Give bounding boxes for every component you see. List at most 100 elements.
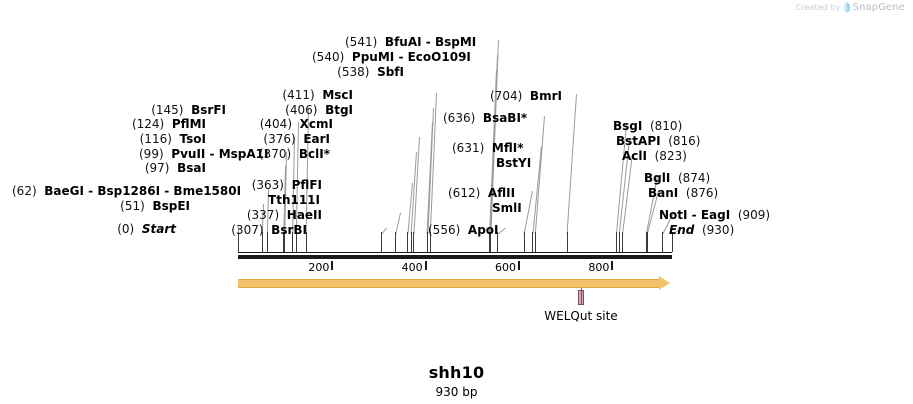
restriction-site-label[interactable]: (124) PflMI: [0, 118, 206, 130]
enzyme-name[interactable]: EagI: [700, 208, 731, 222]
restriction-site-label[interactable]: (404) XcmI: [0, 118, 333, 130]
enzyme-name[interactable]: BfuAI: [384, 35, 422, 49]
restriction-site-label[interactable]: (363) PflFI Tth111I: [0, 179, 322, 206]
restriction-site-tick[interactable]: [662, 232, 663, 252]
restriction-site-label[interactable]: (51) BspEI: [0, 200, 190, 212]
restriction-site-label[interactable]: (145) BsrFI: [0, 104, 226, 116]
restriction-site-tick[interactable]: [296, 232, 297, 252]
restriction-site-tick[interactable]: [283, 232, 284, 252]
restriction-site-tick[interactable]: [532, 232, 533, 252]
restriction-site-tick[interactable]: [616, 232, 617, 252]
restriction-site-tick[interactable]: [646, 232, 647, 252]
enzyme-name[interactable]: TsoI: [179, 132, 206, 146]
enzyme-name[interactable]: BsrBI: [271, 223, 307, 237]
enzyme-name[interactable]: AclI: [622, 149, 647, 163]
restriction-site-label[interactable]: BsgI (810): [613, 120, 682, 132]
restriction-site-label[interactable]: (612) AflII SmlI: [448, 187, 522, 214]
restriction-site-label[interactable]: (411) MscI: [0, 89, 353, 101]
restriction-site-tick[interactable]: [238, 232, 239, 252]
enzyme-name[interactable]: ApoI: [467, 223, 499, 237]
restriction-site-label[interactable]: (0) Start: [0, 223, 176, 235]
enzyme-name[interactable]: MscI: [322, 88, 353, 102]
restriction-site-label[interactable]: (541) BfuAI - BspMI: [345, 36, 476, 48]
enzyme-name[interactable]: BstYI: [496, 156, 532, 170]
restriction-site-tick[interactable]: [267, 232, 268, 252]
orf-arrow-body[interactable]: [238, 279, 659, 288]
restriction-site-tick[interactable]: [413, 232, 414, 252]
restriction-site-label[interactable]: (307) BsrBI: [0, 224, 307, 236]
restriction-site-tick[interactable]: [407, 232, 408, 252]
restriction-site-label[interactable]: (99) PvuII - MspA1I: [139, 148, 269, 160]
enzyme-name[interactable]: BsaBI*: [482, 111, 528, 125]
restriction-site-tick[interactable]: [622, 232, 623, 252]
restriction-site-tick[interactable]: [284, 232, 285, 252]
restriction-site-tick[interactable]: [411, 232, 412, 252]
restriction-site-tick[interactable]: [262, 232, 263, 252]
restriction-site-label[interactable]: (631) MflI* BstYI: [452, 142, 531, 169]
enzyme-name[interactable]: Bme1580I: [173, 184, 242, 198]
restriction-site-label[interactable]: (704) BmrI: [490, 90, 562, 102]
enzyme-name[interactable]: BclI*: [298, 147, 330, 161]
enzyme-name[interactable]: PflFI: [291, 178, 322, 192]
enzyme-name[interactable]: EcoO109I: [407, 50, 471, 64]
enzyme-name[interactable]: PpuMI: [351, 50, 395, 64]
restriction-site-tick[interactable]: [567, 232, 568, 252]
restriction-site-label[interactable]: (406) BtgI: [0, 104, 353, 116]
restriction-site-tick[interactable]: [489, 232, 490, 252]
enzyme-name[interactable]: PflMI: [171, 117, 206, 131]
restriction-site-label[interactable]: (97) BsaI: [0, 162, 206, 174]
enzyme-name[interactable]: BmrI: [529, 89, 562, 103]
restriction-site-tick[interactable]: [381, 232, 382, 252]
enzyme-name[interactable]: BstAPI: [616, 134, 661, 148]
restriction-site-label[interactable]: (370) BclI*: [0, 148, 330, 160]
restriction-site-label[interactable]: (116) TsoI: [0, 133, 206, 145]
enzyme-name[interactable]: End: [669, 223, 695, 237]
enzyme-name[interactable]: XcmI: [299, 117, 333, 131]
restriction-site-tick[interactable]: [672, 232, 673, 252]
enzyme-name[interactable]: BsrFI: [191, 103, 226, 117]
enzyme-name[interactable]: BsaI: [177, 161, 206, 175]
enzyme-name[interactable]: BglI: [644, 171, 671, 185]
restriction-site-tick[interactable]: [427, 232, 428, 252]
backbone-bar[interactable]: [238, 255, 672, 259]
enzyme-name[interactable]: NotI: [659, 208, 688, 222]
enzyme-name[interactable]: EarI: [303, 132, 330, 146]
enzyme-name[interactable]: BanI: [648, 186, 679, 200]
restriction-site-tick[interactable]: [430, 232, 431, 252]
enzyme-name[interactable]: Bsp1286I: [97, 184, 161, 198]
restriction-site-label[interactable]: (538) SbfI: [0, 66, 404, 78]
restriction-site-label[interactable]: (376) EarI: [0, 133, 330, 145]
enzyme-name[interactable]: SmlI: [492, 201, 522, 215]
enzyme-name[interactable]: HaeII: [286, 208, 322, 222]
restriction-site-tick[interactable]: [490, 232, 491, 252]
enzyme-name[interactable]: BspEI: [152, 199, 190, 213]
restriction-site-label[interactable]: (62) BaeGI - Bsp1286I - Bme1580I: [12, 185, 241, 197]
enzyme-name[interactable]: MspA1I: [218, 147, 269, 161]
enzyme-name[interactable]: Start: [141, 222, 176, 236]
restriction-site-label[interactable]: (337) HaeII: [0, 209, 322, 221]
restriction-site-tick[interactable]: [647, 232, 648, 252]
restriction-site-label[interactable]: NotI - EagI (909): [659, 209, 770, 221]
enzyme-name[interactable]: BsgI: [613, 119, 643, 133]
restriction-site-label[interactable]: (556) ApoI: [428, 224, 499, 236]
restriction-site-tick[interactable]: [306, 232, 307, 252]
restriction-site-label[interactable]: BstAPI (816): [616, 135, 701, 147]
restriction-site-tick[interactable]: [619, 232, 620, 252]
enzyme-name[interactable]: BaeGI: [44, 184, 84, 198]
restriction-site-label[interactable]: (540) PpuMI - EcoO109I: [312, 51, 471, 63]
restriction-site-tick[interactable]: [535, 232, 536, 252]
restriction-site-label[interactable]: End (930): [669, 224, 734, 236]
restriction-site-tick[interactable]: [497, 232, 498, 252]
enzyme-name[interactable]: Tth111I: [268, 193, 320, 207]
enzyme-name[interactable]: AflII: [487, 186, 516, 200]
enzyme-name[interactable]: SbfI: [377, 65, 404, 79]
restriction-site-label[interactable]: BanI (876): [648, 187, 718, 199]
restriction-site-label[interactable]: BglI (874): [644, 172, 710, 184]
restriction-site-tick[interactable]: [395, 232, 396, 252]
enzyme-name[interactable]: MflI*: [491, 141, 524, 155]
enzyme-name[interactable]: BtgI: [325, 103, 353, 117]
restriction-site-label[interactable]: AclI (823): [622, 150, 687, 162]
restriction-site-tick[interactable]: [524, 232, 525, 252]
restriction-site-label[interactable]: (636) BsaBI*: [443, 112, 527, 124]
restriction-site-tick[interactable]: [292, 232, 293, 252]
